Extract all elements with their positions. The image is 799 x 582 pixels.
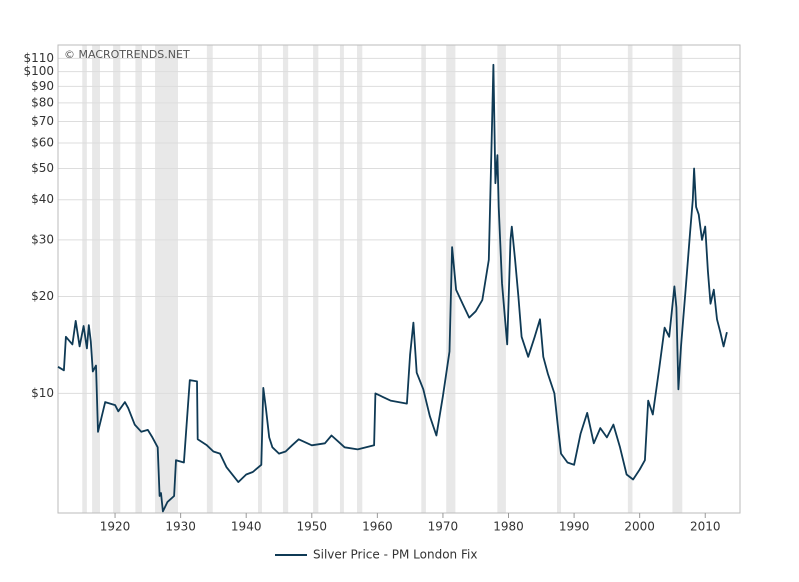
shaded-period	[135, 45, 142, 513]
shaded-period	[82, 45, 87, 513]
shaded-period	[339, 45, 344, 513]
shaded-period	[557, 45, 561, 513]
x-tick-label: 1980	[493, 520, 524, 534]
shaded-period	[258, 45, 262, 513]
shaded-period	[357, 45, 363, 513]
shaded-period	[113, 45, 121, 513]
x-tick-label: 1990	[559, 520, 590, 534]
shaded-period	[672, 45, 683, 513]
y-tick-label: $60	[31, 136, 54, 150]
shaded-period	[206, 45, 213, 513]
y-tick-label: $50	[31, 161, 54, 175]
shaded-period	[627, 45, 633, 513]
y-tick-label: $100	[23, 64, 54, 78]
legend-label: Silver Price - PM London Fix	[313, 548, 477, 562]
shaded-period	[282, 45, 289, 513]
x-tick-label: 1940	[231, 520, 262, 534]
shaded-period	[313, 45, 319, 513]
x-tick-label: 2010	[690, 520, 721, 534]
shaded-periods	[82, 45, 683, 513]
x-tick-label: 1960	[362, 520, 393, 534]
x-tick-label: 1950	[297, 520, 328, 534]
y-tick-label: $10	[31, 386, 54, 400]
shaded-period	[421, 45, 426, 513]
watermark: © MACROTRENDS.NET	[64, 48, 190, 61]
y-tick-label: $70	[31, 114, 54, 128]
grid	[58, 57, 740, 394]
x-tick-label: 1930	[165, 520, 196, 534]
y-tick-label: $30	[31, 232, 54, 246]
y-tick-label: $40	[31, 192, 54, 206]
price-line	[57, 63, 728, 513]
y-tick-label: $20	[31, 289, 54, 303]
x-tick-label: 1920	[100, 520, 131, 534]
plot-frame	[57, 44, 741, 514]
y-tick-label: $110	[23, 51, 54, 65]
shaded-period	[155, 45, 179, 513]
shaded-period	[92, 45, 100, 513]
x-tick-label: 1970	[428, 520, 459, 534]
y-tick-label: $80	[31, 95, 54, 109]
x-tick-label: 2000	[624, 520, 655, 534]
y-tick-label: $90	[31, 79, 54, 93]
